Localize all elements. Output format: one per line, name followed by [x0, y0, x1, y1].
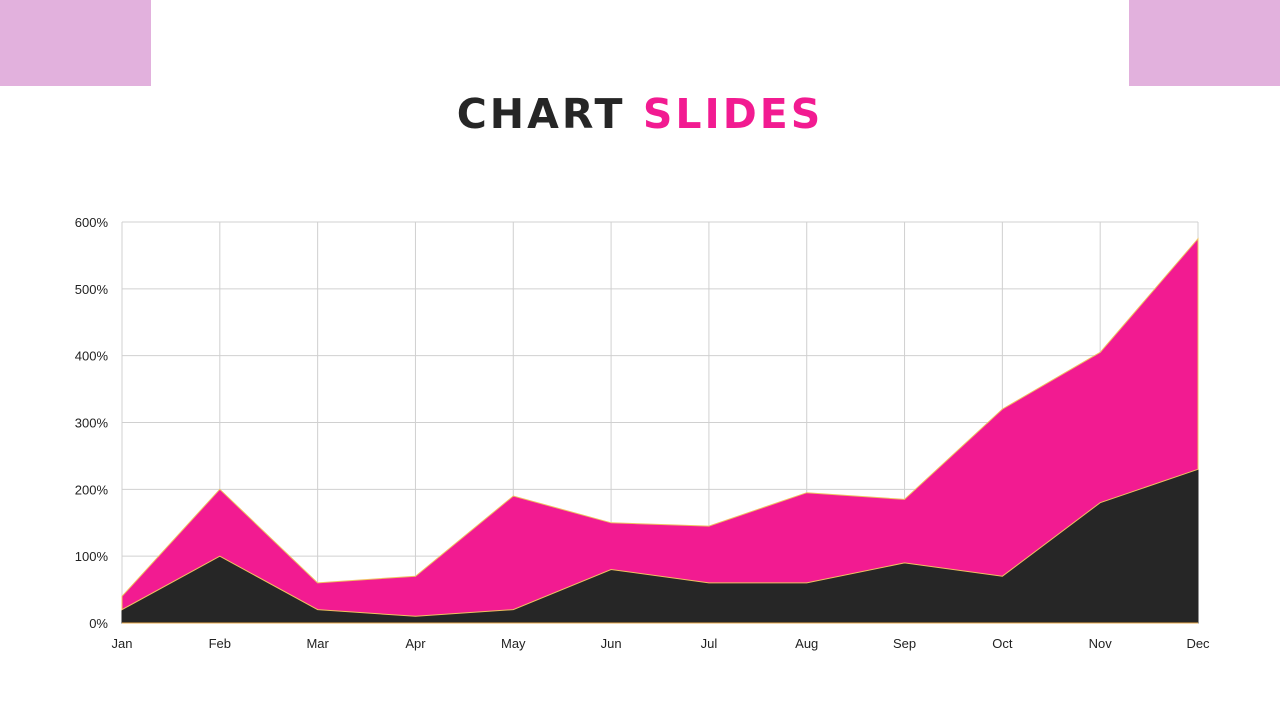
- area-series-2: [121, 237, 1199, 617]
- corner-decoration-left: [0, 0, 151, 86]
- y-tick-label: 600%: [75, 215, 109, 230]
- x-tick-label: Nov: [1089, 636, 1113, 651]
- y-tick-label: 100%: [75, 549, 109, 564]
- y-tick-label: 0%: [89, 616, 108, 631]
- y-tick-label: 200%: [75, 482, 109, 497]
- slide-title: CHART SLIDES: [0, 88, 1280, 140]
- y-tick-label: 300%: [75, 416, 109, 431]
- title-word-slides: SLIDES: [642, 90, 824, 138]
- x-tick-label: Sep: [893, 636, 916, 651]
- y-tick-label: 500%: [75, 282, 109, 297]
- x-tick-label: Dec: [1186, 636, 1210, 651]
- x-tick-label: Jul: [701, 636, 718, 651]
- x-tick-label: Apr: [405, 636, 426, 651]
- x-tick-label: Jun: [601, 636, 622, 651]
- x-tick-label: Aug: [795, 636, 818, 651]
- y-tick-label: 400%: [75, 349, 109, 364]
- x-tick-label: Feb: [209, 636, 231, 651]
- title-word-chart: CHART: [456, 90, 626, 138]
- corner-decoration-right: [1129, 0, 1280, 86]
- x-tick-label: May: [501, 636, 526, 651]
- x-tick-label: Mar: [306, 636, 329, 651]
- x-tick-label: Oct: [992, 636, 1013, 651]
- x-tick-label: Jan: [112, 636, 133, 651]
